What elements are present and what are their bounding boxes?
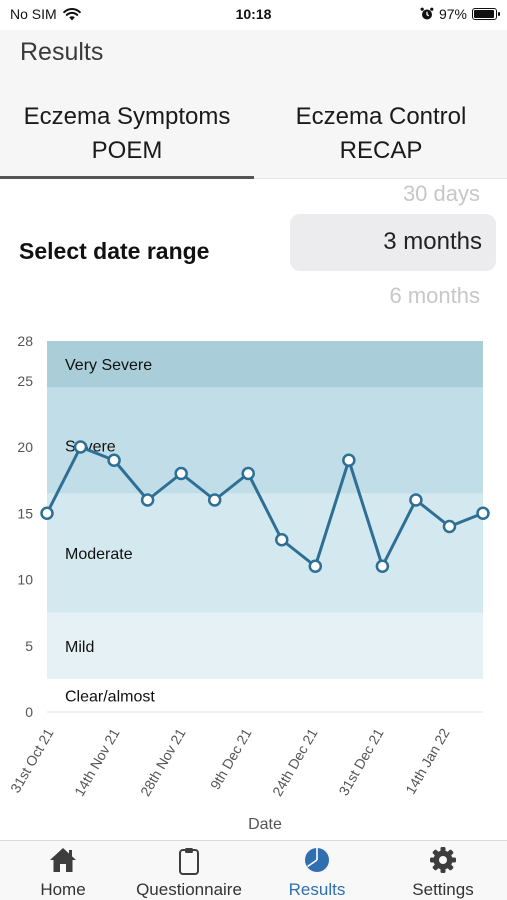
date-range-option-6-months[interactable]: 6 months	[389, 283, 481, 308]
data-point	[409, 493, 423, 507]
clipboard-icon	[179, 848, 199, 875]
tab-bar-questionnaire-label: Questionnaire	[136, 880, 242, 899]
date-range-picker[interactable]: 3 months	[290, 214, 496, 271]
data-point	[442, 519, 457, 534]
tab-bar-home-label: Home	[40, 880, 86, 899]
band-mild	[47, 612, 483, 679]
battery-level	[474, 10, 495, 18]
data-point	[107, 453, 121, 467]
x-tick-label: 24th Dec 21	[269, 725, 321, 799]
tab-recap-title: Eczema Control	[295, 103, 467, 130]
page-title: Results	[20, 38, 104, 66]
data-point	[275, 533, 289, 547]
carrier-label: No SIM	[10, 6, 57, 22]
battery-icon	[472, 8, 500, 20]
band-severe	[47, 387, 483, 494]
tab-recap[interactable]: Eczema Control RECAP	[254, 100, 507, 168]
gear-icon	[430, 847, 456, 873]
data-point	[241, 466, 255, 481]
active-tab-indicator	[0, 176, 254, 179]
bottom-tab-bar: Home Questionnaire Results	[0, 840, 507, 900]
data-point	[73, 440, 88, 454]
poem-score-chart: Clear/almost Mild Moderate Severe Very Sever…	[7, 333, 490, 833]
status-right: 97%	[420, 6, 500, 22]
band-label: Severe	[65, 439, 116, 456]
tab-bar-settings[interactable]: Settings	[380, 841, 506, 900]
questionnaire-tabs: Eczema Symptoms POEM Eczema Control RECA…	[0, 90, 507, 179]
data-point	[174, 466, 188, 481]
data-point	[40, 506, 54, 520]
tab-bar-results-label: Results	[288, 880, 346, 899]
tab-recap-subtitle: RECAP	[339, 137, 423, 164]
pie-chart-icon	[305, 848, 329, 872]
data-point	[342, 453, 356, 467]
wifi-icon	[62, 7, 81, 20]
tab-poem[interactable]: Eczema Symptoms POEM	[0, 100, 254, 168]
data-point	[308, 559, 323, 573]
home-icon	[50, 848, 76, 872]
y-tick-label: 25	[17, 373, 33, 389]
y-tick-label: 5	[25, 638, 33, 654]
x-tick-label: 28th Nov 21	[137, 725, 189, 799]
band-label: Very Severe	[65, 357, 152, 374]
y-tick-label: 20	[17, 439, 33, 455]
series-line	[45, 445, 484, 568]
data-point	[476, 506, 490, 520]
x-tick-label: 31st Oct 21	[7, 725, 57, 795]
y-tick-label: 0	[25, 704, 33, 720]
x-axis-title: Date	[248, 816, 282, 833]
tab-poem-subtitle: POEM	[91, 137, 163, 164]
battery-percent: 97%	[438, 6, 467, 22]
band-clear-almost	[47, 678, 483, 712]
band-label: Mild	[65, 639, 94, 656]
band-label: Moderate	[65, 546, 133, 563]
data-point	[207, 493, 222, 507]
status-bar: No SIM 10:18 97%	[0, 0, 507, 30]
x-tick-label: 9th Dec 21	[207, 725, 255, 792]
alarm-icon	[420, 7, 434, 20]
x-tick-label: 31st Dec 21	[335, 725, 386, 798]
tab-bar-home[interactable]: Home	[0, 841, 126, 900]
data-point	[140, 493, 155, 507]
status-time: 10:18	[235, 6, 272, 22]
data-point	[375, 559, 390, 573]
header: Results	[0, 30, 507, 90]
y-tick-label: 28	[17, 333, 33, 349]
tab-bar-results[interactable]: Results	[254, 841, 380, 900]
x-tick-label: 14th Jan 22	[402, 725, 453, 797]
tab-bar-settings-label: Settings	[412, 880, 474, 899]
band-label: Clear/almost	[65, 688, 155, 705]
date-range-selected: 3 months	[383, 228, 482, 255]
y-tick-label: 10	[17, 572, 33, 588]
status-left: No SIM	[10, 6, 81, 22]
band-very-severe	[47, 341, 483, 388]
tab-poem-title: Eczema Symptoms	[23, 103, 231, 130]
date-range-option-30-days[interactable]: 30 days	[402, 181, 480, 206]
tab-bar-questionnaire[interactable]: Questionnaire	[126, 841, 252, 900]
date-range-label: Select date range	[19, 238, 210, 264]
y-tick-label: 15	[17, 505, 33, 521]
x-tick-label: 14th Nov 21	[71, 725, 123, 799]
